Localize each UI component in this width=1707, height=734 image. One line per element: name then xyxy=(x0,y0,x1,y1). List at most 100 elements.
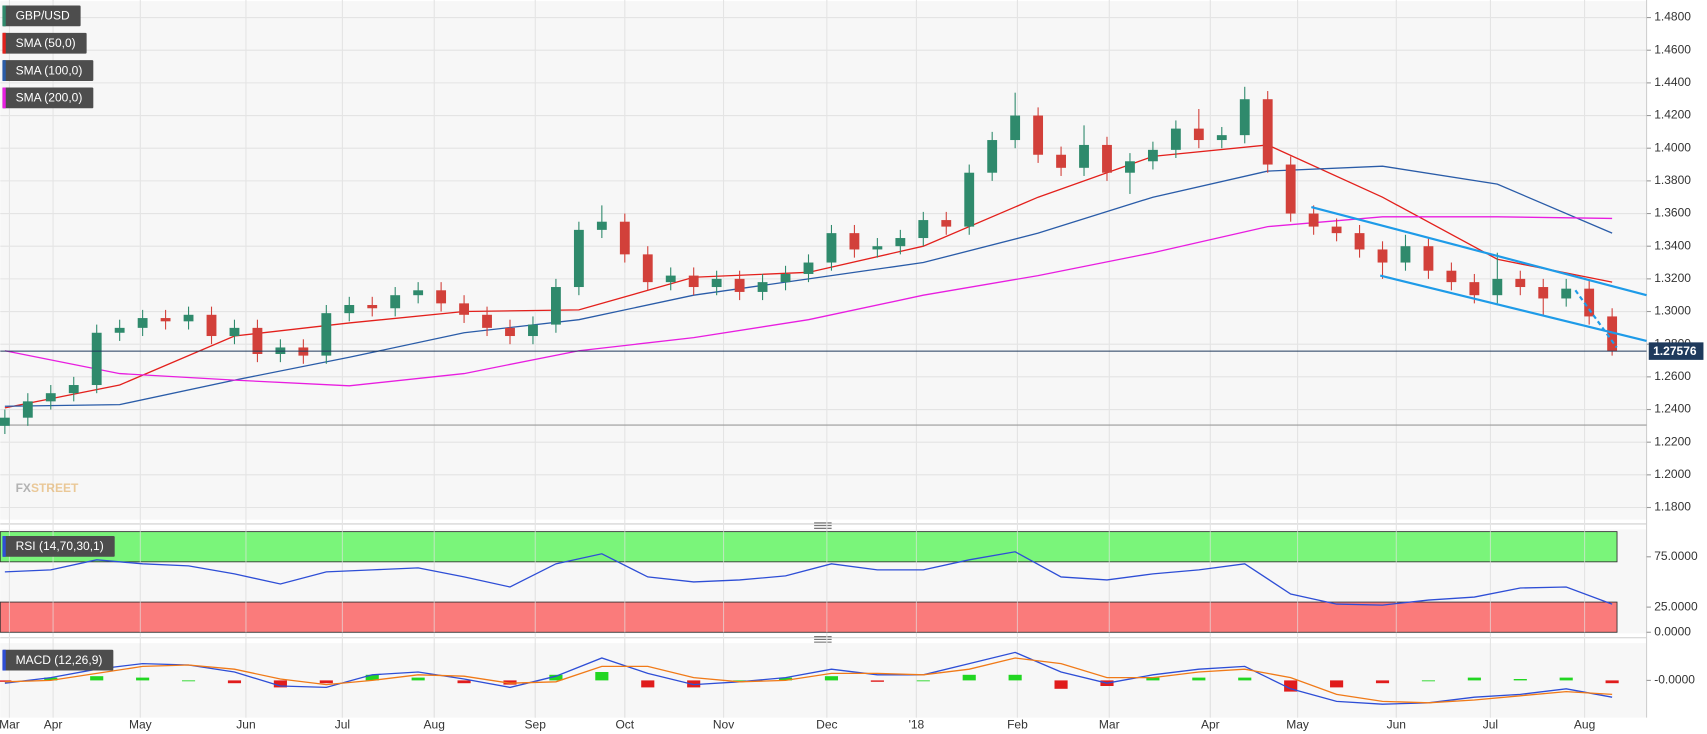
histogram-bar xyxy=(90,676,104,681)
candle-body xyxy=(941,220,952,227)
histogram-bar xyxy=(595,671,609,681)
candle-body xyxy=(390,295,401,309)
legend-item: SMA (100,0) xyxy=(2,60,94,81)
legend-box xyxy=(2,87,94,109)
x-tick-label: '18 xyxy=(909,717,925,731)
candle-body xyxy=(1377,249,1388,263)
trend-line xyxy=(1574,289,1618,349)
y-tick-label: 1.4400 xyxy=(1654,75,1691,89)
candle-body xyxy=(596,221,607,230)
histogram-bar xyxy=(273,680,287,688)
histogram-bar xyxy=(870,680,884,682)
candle-body xyxy=(1239,99,1250,136)
candle-body xyxy=(1102,144,1112,173)
zone xyxy=(0,601,1618,633)
histogram-bar xyxy=(503,680,517,685)
histogram-bar xyxy=(1054,680,1068,689)
macd-line xyxy=(4,651,1613,705)
histogram-bar xyxy=(1146,677,1160,681)
watermark-text: FX xyxy=(16,481,31,495)
x-tick-label: Feb xyxy=(1007,717,1028,731)
candle-body xyxy=(1446,270,1457,283)
legend-swatch xyxy=(2,5,6,27)
candle-body xyxy=(1584,288,1595,317)
candle-body xyxy=(321,313,332,356)
legend-label: SMA (50,0) xyxy=(16,36,76,50)
histogram-bar xyxy=(824,676,839,681)
candle-body xyxy=(114,327,125,333)
candle-body xyxy=(803,262,814,274)
histogram-bar xyxy=(549,674,563,681)
legend-label: GBP/USD xyxy=(16,9,70,23)
y-tick-label: 1.4200 xyxy=(1654,108,1691,122)
zone xyxy=(0,531,1618,563)
x-tick-label: Aug xyxy=(424,717,445,731)
histogram-bar xyxy=(0,680,12,682)
legend-box xyxy=(2,32,87,54)
y-tick-label: 1.2000 xyxy=(1654,467,1691,481)
legend-label: RSI (14,70,30,1) xyxy=(16,539,104,553)
candle-body xyxy=(688,275,699,288)
candle-body xyxy=(22,401,33,418)
x-tick-label: Dec xyxy=(816,717,837,731)
macd-panel xyxy=(0,643,1647,718)
candle-body xyxy=(1079,144,1089,168)
macd-line xyxy=(4,657,1613,704)
histogram-bar xyxy=(181,680,196,682)
candle-body xyxy=(895,238,906,247)
candle-body xyxy=(1331,226,1342,234)
histogram-bar xyxy=(1559,677,1573,681)
sma-line xyxy=(4,216,1613,387)
legend-label: SMA (200,0) xyxy=(16,91,83,105)
candle-body xyxy=(1170,128,1181,150)
candle-body xyxy=(1423,246,1434,271)
candle-body xyxy=(1147,149,1158,162)
candle-body xyxy=(642,254,653,283)
trend-line xyxy=(1379,274,1647,342)
x-tick-label: Apr xyxy=(1201,717,1220,731)
last-price-tag xyxy=(1648,342,1704,360)
candle-body xyxy=(1216,135,1227,141)
candle-body xyxy=(872,246,883,250)
resize-grip[interactable] xyxy=(814,522,832,529)
y-tick-label: 1.3000 xyxy=(1654,304,1691,318)
legend-item: MACD (12,26,9) xyxy=(2,649,114,671)
candle-body xyxy=(1607,316,1618,352)
legend-label: MACD (12,26,9) xyxy=(16,653,103,667)
histogram-bar xyxy=(916,680,930,682)
candle-body xyxy=(91,332,102,386)
candle-body xyxy=(183,314,194,322)
candle-body xyxy=(665,275,676,283)
histogram-bar xyxy=(1513,678,1527,681)
legend-box xyxy=(2,5,81,27)
candle-body xyxy=(252,327,263,354)
legend-item: SMA (50,0) xyxy=(2,32,87,54)
y-tick-label: 1.4800 xyxy=(1654,10,1691,24)
legend-swatch xyxy=(2,649,6,671)
price-panel xyxy=(0,1,1647,520)
histogram-bar xyxy=(1192,677,1206,681)
histogram-bar xyxy=(733,680,747,682)
candle-body xyxy=(1561,288,1572,299)
candle-body xyxy=(482,314,492,328)
legend-swatch xyxy=(2,60,6,81)
candle-body xyxy=(1056,154,1066,168)
candle-body xyxy=(849,233,860,250)
y-tick-label: 1.1800 xyxy=(1654,500,1691,514)
candle-body xyxy=(780,273,791,283)
candle-body xyxy=(68,385,79,394)
y-tick-label: 75.0000 xyxy=(1654,549,1698,563)
histogram-bar xyxy=(319,680,333,684)
candle-body xyxy=(367,304,378,309)
candle-body xyxy=(344,304,355,314)
candle-body xyxy=(1400,246,1411,263)
legend-swatch xyxy=(2,87,6,109)
candle-body xyxy=(459,303,470,315)
x-tick-label: May xyxy=(1286,717,1309,731)
candle-body xyxy=(528,324,538,337)
candle-body xyxy=(1354,233,1365,250)
candle-body xyxy=(436,290,447,304)
candle-body xyxy=(1492,278,1503,296)
resize-grip[interactable] xyxy=(814,636,832,643)
legend-box xyxy=(2,60,94,81)
